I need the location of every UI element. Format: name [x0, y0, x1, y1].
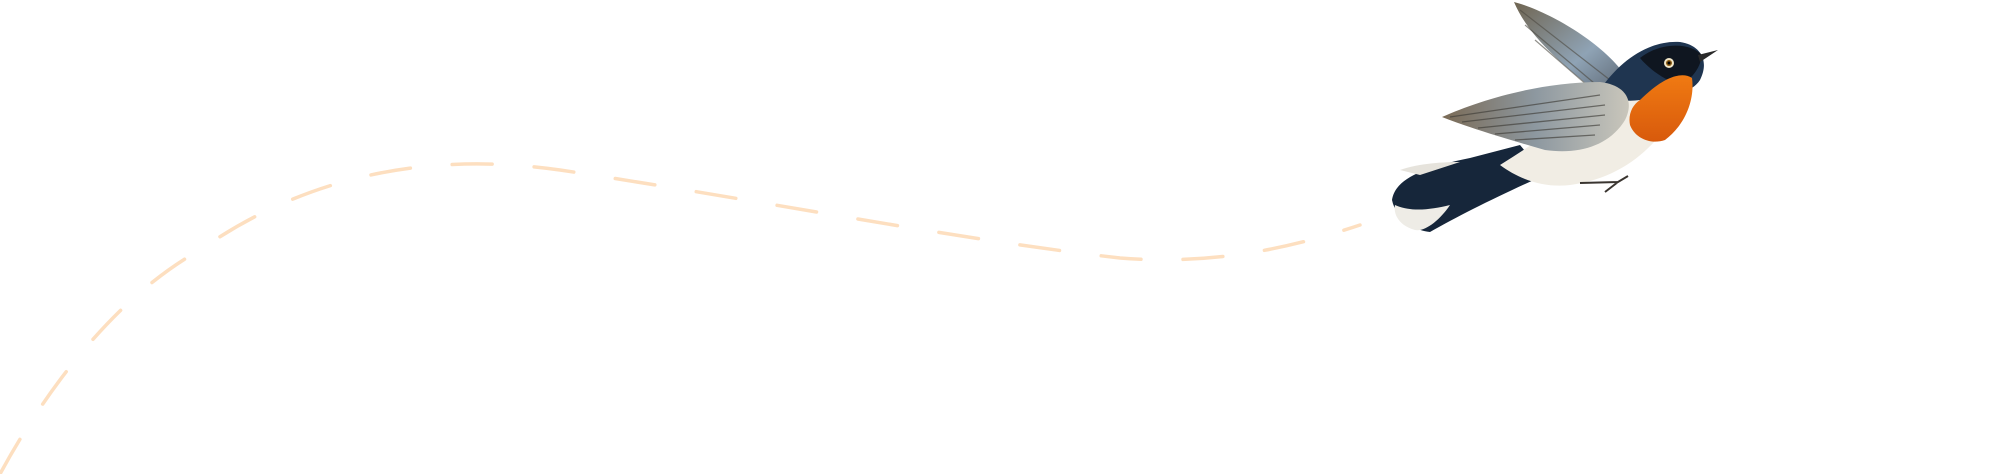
dashed-flight-path: [0, 162, 1362, 474]
bird-icon: [1392, 2, 1718, 232]
